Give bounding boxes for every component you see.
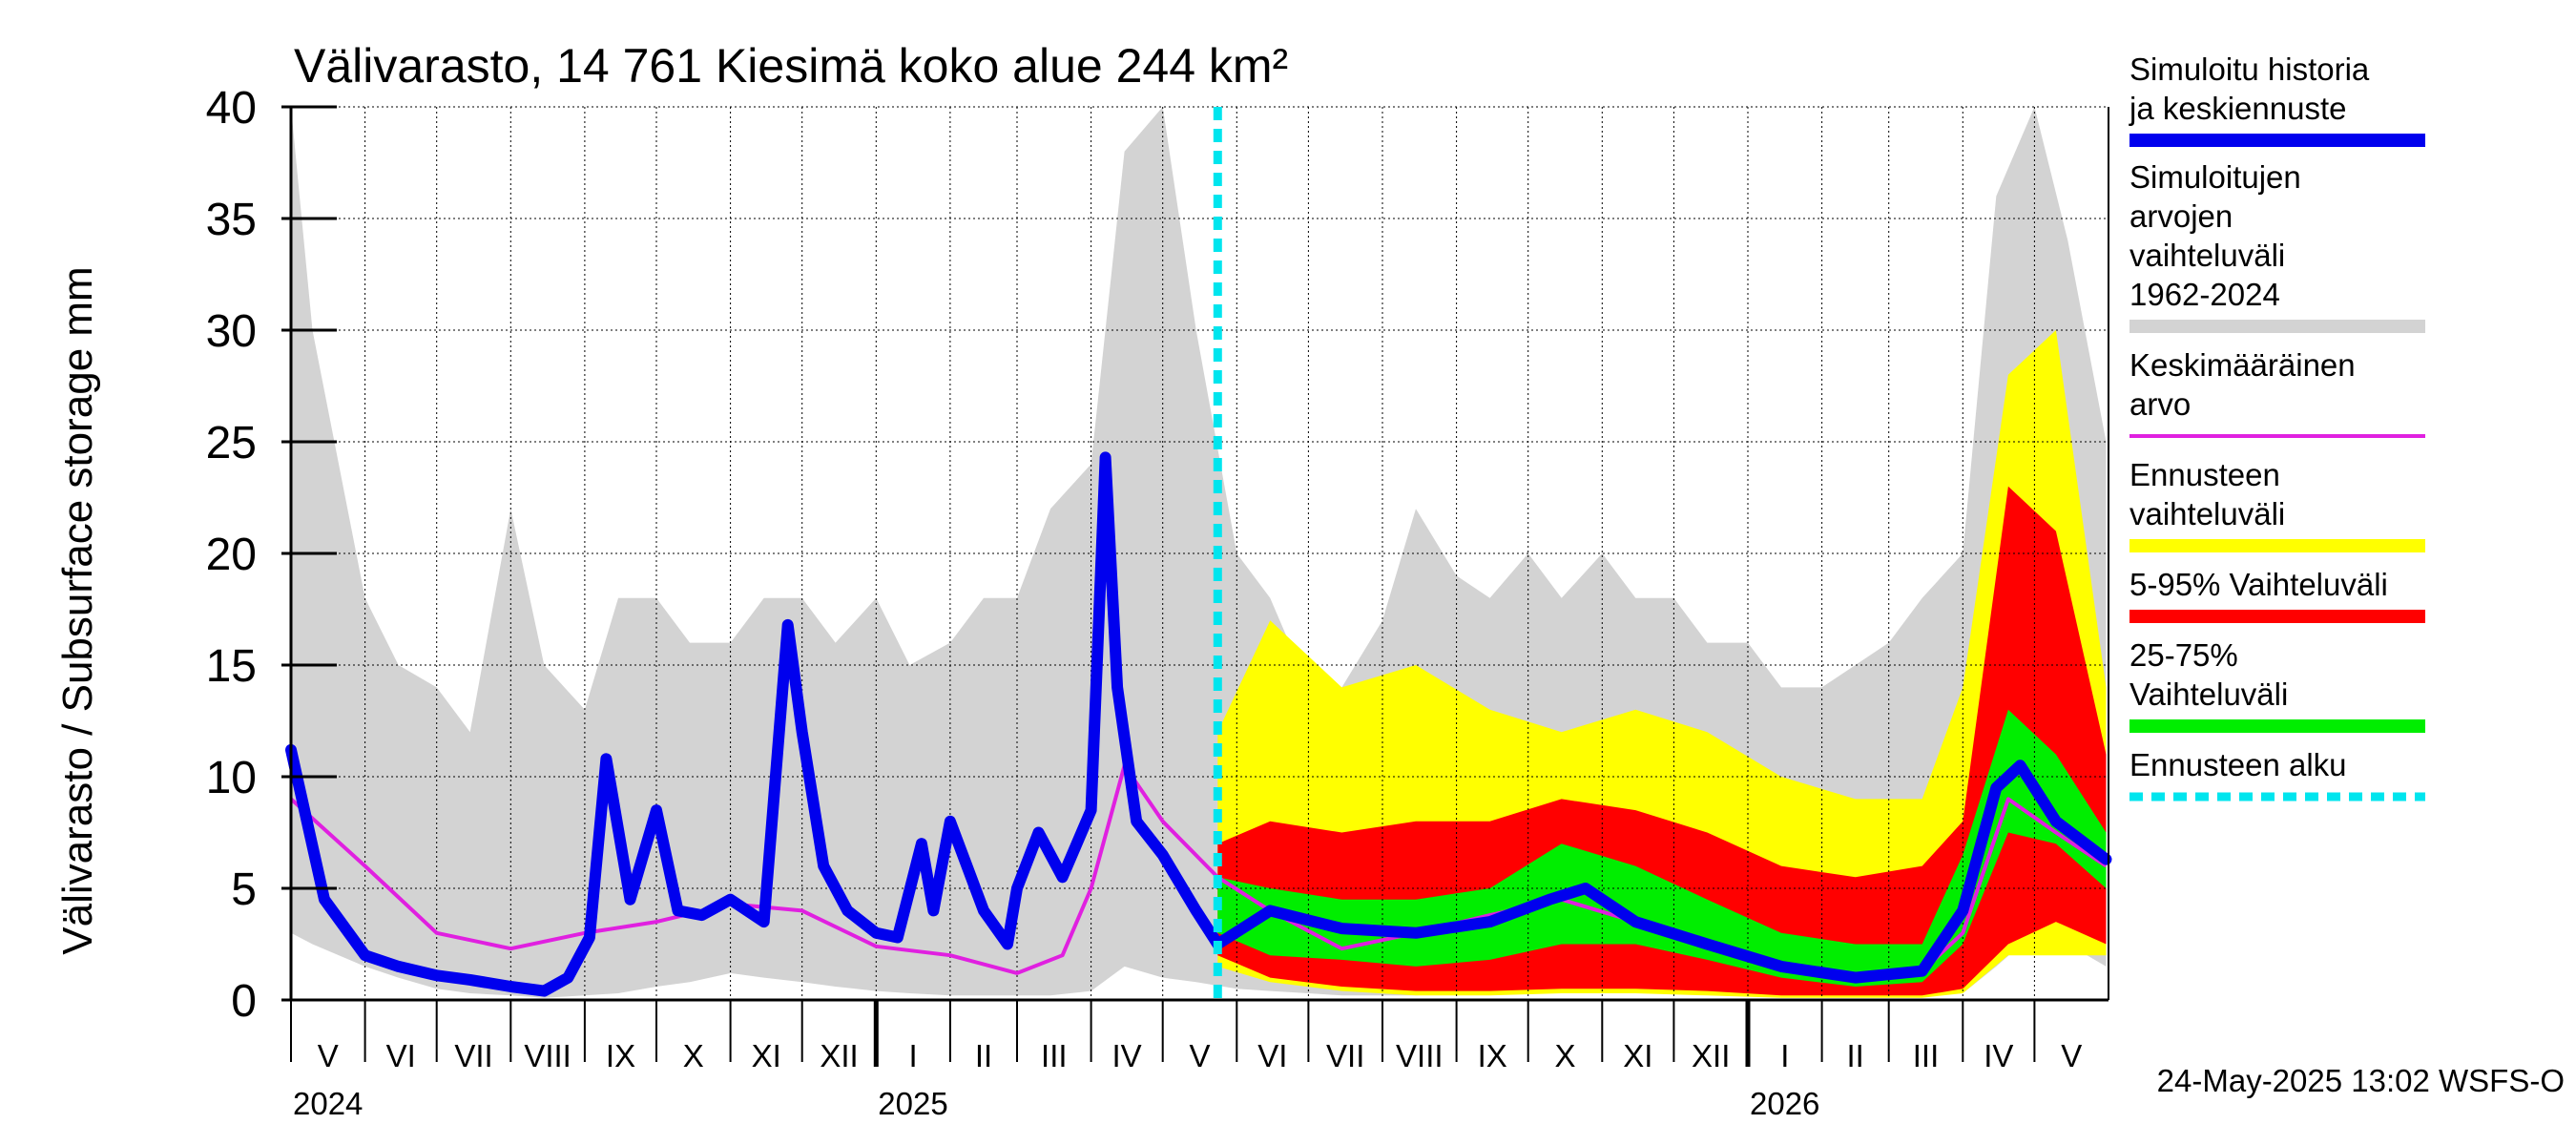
- y-tick-label: 30: [206, 306, 257, 357]
- month-label: VII: [1326, 1038, 1364, 1073]
- legend-swatch: [2129, 719, 2425, 733]
- legend-swatch: [2129, 134, 2425, 147]
- month-label: XI: [1623, 1038, 1652, 1073]
- series-line-simulated: [285, 451, 2112, 997]
- legend-item: 25-75% Vaihteluväli: [2129, 637, 2425, 733]
- legend-label: Ennusteen: [2129, 457, 2280, 492]
- y-tick-label: 35: [206, 195, 257, 245]
- month-label: II: [975, 1038, 992, 1073]
- y-tick-label: 15: [206, 641, 257, 692]
- month-label: I: [909, 1038, 918, 1073]
- month-label: I: [1780, 1038, 1789, 1073]
- legend-label: vaihteluväli: [2129, 496, 2285, 531]
- month-label: X: [1554, 1038, 1575, 1073]
- band-5-95-vaihteluv-li: [1217, 486, 2107, 996]
- legend-swatch: [2129, 320, 2425, 333]
- month-label: VI: [386, 1038, 416, 1073]
- month-label: II: [1847, 1038, 1864, 1073]
- y-tick-label: 25: [206, 418, 257, 468]
- footer-timestamp: 24-May-2025 13:02 WSFS-O: [2157, 1063, 2565, 1098]
- legend-label: Ennusteen alku: [2129, 747, 2347, 782]
- month-label: V: [2061, 1038, 2082, 1073]
- legend-label: Simuloitu historia: [2129, 52, 2370, 87]
- legend-label: arvojen: [2129, 198, 2233, 234]
- legend-item: 5-95% Vaihteluväli: [2129, 567, 2425, 623]
- band-25-75-vaihteluv-li: [1217, 709, 2107, 987]
- legend-item: Simuloitu historia ja keskiennuste: [2129, 52, 2425, 147]
- month-label: V: [318, 1038, 339, 1073]
- month-label: IX: [606, 1038, 635, 1073]
- legend-label: 25-75%: [2129, 637, 2238, 673]
- month-label: XII: [820, 1038, 858, 1073]
- plot-area: [285, 106, 2112, 1002]
- legend-item: Ennusteen vaihteluväli: [2129, 457, 2425, 552]
- x-axis: V VI VII VIII IX X XI XII I II III IV V VI VII VIII IX X X…: [290, 1000, 2082, 1121]
- month-label: VII: [454, 1038, 492, 1073]
- month-label: VI: [1257, 1038, 1287, 1073]
- legend-label: 5-95% Vaihteluväli: [2129, 567, 2388, 602]
- month-label: VIII: [524, 1038, 571, 1073]
- legend-label: Simuloitujen: [2129, 159, 2301, 195]
- legend-item: Ennusteen alku: [2129, 747, 2425, 802]
- year-label: 2025: [878, 1086, 947, 1121]
- legend-label: Vaihteluväli: [2129, 677, 2288, 712]
- month-label: XI: [752, 1038, 781, 1073]
- legend-label: 1962-2024: [2129, 277, 2280, 312]
- month-label: III: [1913, 1038, 1940, 1073]
- y-tick-label: 20: [206, 530, 257, 580]
- legend-swatch: [2129, 610, 2425, 623]
- legend-label: vaihteluväli: [2129, 238, 2285, 273]
- year-label: 2024: [293, 1086, 363, 1121]
- series-lines: [285, 451, 2112, 997]
- band-layer: [291, 107, 2107, 998]
- month-label: IV: [1112, 1038, 1142, 1073]
- legend-label: arvo: [2129, 386, 2191, 422]
- month-label: III: [1041, 1038, 1068, 1073]
- legend-label: Keskimääräinen: [2129, 347, 2356, 383]
- year-label: 2026: [1750, 1086, 1819, 1121]
- month-label: X: [683, 1038, 704, 1073]
- legend-swatch: [2129, 539, 2425, 552]
- month-label: IX: [1478, 1038, 1507, 1073]
- chart-title: Välivarasto, 14 761 Kiesimä koko alue 24…: [294, 39, 1288, 93]
- month-label: IV: [1984, 1038, 2013, 1073]
- month-label: VIII: [1396, 1038, 1444, 1073]
- y-tick-label: 5: [231, 864, 257, 915]
- y-axis-label: Välivarasto / Subsurface storage mm: [54, 266, 101, 954]
- month-label: V: [1189, 1038, 1210, 1073]
- y-tick-label: 0: [231, 976, 257, 1027]
- legend-label: ja keskiennuste: [2129, 91, 2346, 126]
- month-label: XII: [1692, 1038, 1730, 1073]
- y-tick-label: 10: [206, 753, 257, 803]
- y-axis: 0 5 10 15 20 25 30 35 40: [206, 83, 337, 1027]
- y-tick-label: 40: [206, 83, 257, 134]
